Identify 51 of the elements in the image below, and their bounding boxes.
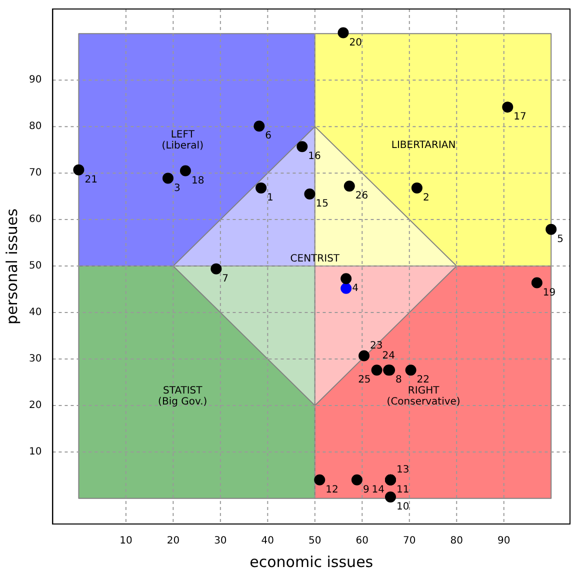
annotation: 7	[222, 273, 229, 284]
x-tick-label: 90	[497, 536, 510, 547]
y-tick-label: 20	[28, 400, 42, 412]
annotation: 1	[267, 192, 274, 204]
annotation: 9	[362, 484, 370, 496]
x-tick-label: 60	[356, 536, 369, 547]
annotation: 10	[396, 502, 410, 513]
annotation: 11	[396, 484, 410, 496]
annotation: CENTRIST	[290, 254, 340, 265]
annotation: 6	[265, 130, 272, 142]
annotation: 25	[358, 374, 371, 386]
y-tick-label: 60	[28, 214, 42, 226]
y-tick-label: 80	[28, 121, 42, 132]
annotation: RIGHT (Conservative)	[386, 385, 460, 408]
x-tick-label: 70	[403, 536, 416, 547]
x-tick-label: 40	[261, 536, 274, 547]
y-tick-label: 10	[28, 446, 42, 458]
annotation: 3	[174, 182, 180, 194]
x-tick-label: 30	[214, 536, 227, 547]
annotation: 26	[355, 190, 368, 202]
y-tick-label: 50	[28, 260, 42, 272]
annotation: LEFT (Liberal)	[162, 130, 204, 152]
annotation: 21	[84, 174, 98, 186]
annotation: 20	[349, 37, 362, 48]
x-tick-label: 80	[450, 536, 463, 547]
annotation: 5	[557, 234, 564, 245]
y-tick-label: 30	[28, 354, 42, 365]
x-tick-label: 20	[166, 536, 180, 547]
annotation: LIBERTARIAN	[391, 140, 456, 151]
annotation: 2	[422, 192, 430, 204]
annotation: 8	[396, 374, 402, 386]
annotation: 16	[308, 151, 321, 162]
y-tick-label: 90	[28, 74, 42, 86]
annotation: 18	[191, 175, 204, 186]
annotation: 14	[372, 484, 384, 496]
annotation: 23	[370, 340, 383, 352]
annotation: 22	[416, 374, 430, 386]
annotation: 13	[396, 464, 410, 476]
annotation: 4	[352, 283, 358, 294]
x-tick-label: 10	[120, 536, 132, 547]
annotation: 17	[514, 112, 526, 123]
annotation: STATIST (Big Gov.)	[158, 385, 208, 408]
annotation: 24	[382, 350, 395, 362]
annotation: 15	[316, 198, 328, 210]
annotation: 19	[542, 287, 556, 298]
x-axis-title: economic issues	[250, 552, 374, 571]
y-tick-label: 40	[28, 307, 42, 318]
y-tick-label: 70	[28, 168, 42, 179]
y-axis-title: personal issues	[2, 208, 21, 324]
annotation: 12	[326, 484, 338, 496]
x-tick-label: 50	[308, 536, 322, 547]
